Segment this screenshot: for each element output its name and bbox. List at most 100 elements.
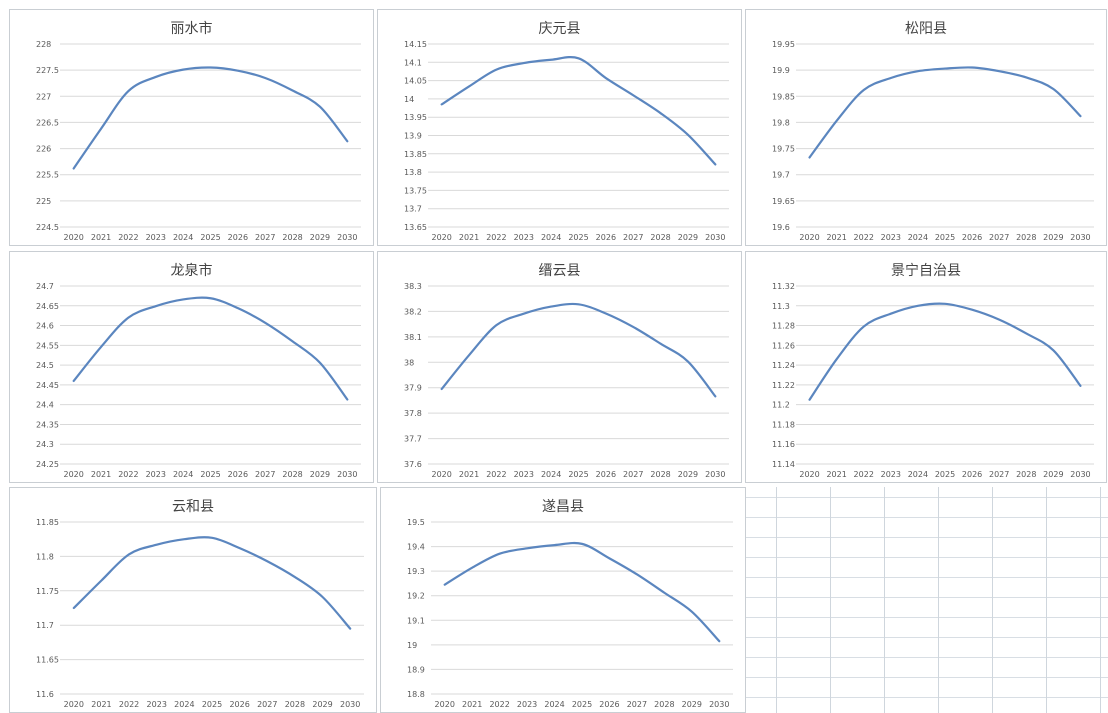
y-tick-label: 37.8 xyxy=(404,409,422,418)
line-chart: 24.25 24.3 24.35 24.4 24.45 24.5 24.55 24.6 24.6… xyxy=(36,282,361,479)
y-tick-label: 11.22 xyxy=(772,381,795,390)
y-tick-label: 11.65 xyxy=(36,656,59,665)
y-tick-label: 14.15 xyxy=(404,40,427,49)
y-tick-label: 11.7 xyxy=(36,621,54,630)
y-tick-label: 18.8 xyxy=(407,690,425,699)
x-tick-label: 2024 xyxy=(541,470,561,479)
x-tick-label: 2025 xyxy=(202,700,222,709)
y-tick-label: 13.9 xyxy=(404,132,422,141)
x-tick-label: 2030 xyxy=(337,233,357,242)
x-tick-label: 2025 xyxy=(568,233,588,242)
y-tick-label: 24.65 xyxy=(36,302,59,311)
series-line xyxy=(72,66,349,170)
y-tick-label: 11.16 xyxy=(772,440,795,449)
chart-panel-songyang[interactable]: 松阳县 19.6 19.65 19.7 19.75 19.8 19.85 19.9 19.95… xyxy=(745,9,1107,246)
chart-panel-jingning[interactable]: 景宁自治县 11.14 11.16 11.18 11.2 11.22 11.24 11.26… xyxy=(745,251,1107,483)
x-tick-label: 2026 xyxy=(596,233,616,242)
x-tick-label: 2022 xyxy=(486,470,506,479)
y-tick-label: 24.25 xyxy=(36,460,59,469)
chart-panel-suichang[interactable]: 遂昌县 18.8 18.9 19 19.1 19.2 19.3 19.4 19.5 2020 20… xyxy=(380,487,746,713)
y-tick-label: 13.75 xyxy=(404,186,427,195)
y-tick-label: 38.3 xyxy=(404,282,422,291)
chart-title: 松阳县 xyxy=(905,21,947,37)
x-tick-label: 2023 xyxy=(146,233,166,242)
y-tick-label: 24.3 xyxy=(36,440,54,449)
y-tick-label: 18.9 xyxy=(407,665,425,674)
x-tick-label: 2026 xyxy=(229,700,249,709)
series-line xyxy=(440,302,717,398)
x-tick-label: 2028 xyxy=(654,700,674,709)
y-tick-label: 227.5 xyxy=(36,66,59,75)
x-tick-label: 2028 xyxy=(1016,233,1036,242)
y-tick-label: 13.95 xyxy=(404,113,427,122)
x-tick-label: 2022 xyxy=(489,700,509,709)
series-line xyxy=(443,541,721,643)
x-tick-label: 2020 xyxy=(435,700,455,709)
x-tick-label: 2030 xyxy=(1070,470,1090,479)
x-tick-label: 2027 xyxy=(627,700,647,709)
y-tick-label: 19.8 xyxy=(772,118,790,127)
chart-title: 庆元县 xyxy=(538,21,581,37)
x-tick-label: 2030 xyxy=(1070,233,1090,242)
x-tick-label: 2028 xyxy=(282,470,302,479)
y-tick-label: 11.85 xyxy=(36,518,59,527)
y-tick-label: 14.1 xyxy=(404,58,422,67)
y-tick-label: 11.28 xyxy=(772,322,795,331)
y-tick-label: 38.1 xyxy=(404,333,422,342)
x-tick-label: 2027 xyxy=(623,233,643,242)
x-tick-label: 2026 xyxy=(599,700,619,709)
y-tick-label: 227 xyxy=(36,92,51,101)
line-chart: 37.6 37.7 37.8 37.9 38 38.1 38.2 38.3 2020 2021 20… xyxy=(404,282,729,479)
x-tick-label: 2029 xyxy=(310,233,330,242)
x-tick-label: 2025 xyxy=(200,233,220,242)
y-tick-label: 11.14 xyxy=(772,460,795,469)
x-tick-label: 2029 xyxy=(312,700,332,709)
chart-title: 遂昌县 xyxy=(542,499,584,515)
x-tick-label: 2026 xyxy=(596,470,616,479)
chart-panel-yunhe[interactable]: 云和县 11.6 11.65 11.7 11.75 11.8 11.85 2020 2021 2… xyxy=(9,487,377,713)
x-tick-label: 2023 xyxy=(881,470,901,479)
y-tick-label: 24.45 xyxy=(36,381,59,390)
y-tick-label: 19.1 xyxy=(407,616,425,625)
x-tick-label: 2025 xyxy=(568,470,588,479)
x-tick-label: 2022 xyxy=(854,233,874,242)
x-tick-label: 2024 xyxy=(541,233,561,242)
x-tick-label: 2021 xyxy=(826,233,846,242)
y-tick-label: 24.35 xyxy=(36,420,59,429)
x-tick-label: 2023 xyxy=(881,233,901,242)
y-tick-label: 19.7 xyxy=(772,171,790,180)
x-tick-label: 2027 xyxy=(255,470,275,479)
y-tick-label: 37.7 xyxy=(404,435,422,444)
x-tick-label: 2023 xyxy=(514,233,534,242)
y-tick-label: 224.5 xyxy=(36,223,59,232)
x-tick-label: 2022 xyxy=(118,470,138,479)
series-line xyxy=(72,296,349,401)
series-line xyxy=(808,66,1082,159)
x-tick-label: 2029 xyxy=(678,233,698,242)
x-tick-label: 2030 xyxy=(705,233,725,242)
chart-panel-longquan[interactable]: 龙泉市 24.25 24.3 24.35 24.4 24.45 24.5 24.55 24.6… xyxy=(9,251,374,483)
x-tick-label: 2024 xyxy=(173,470,193,479)
y-tick-label: 13.8 xyxy=(404,168,422,177)
chart-title: 云和县 xyxy=(172,499,214,515)
series-line xyxy=(808,302,1082,401)
series-line xyxy=(440,56,717,166)
y-tick-label: 225 xyxy=(36,197,51,206)
y-tick-label: 225.5 xyxy=(36,171,59,180)
x-tick-label: 2020 xyxy=(432,470,452,479)
chart-panel-jinyun[interactable]: 缙云县 37.6 37.7 37.8 37.9 38 38.1 38.2 38.3 2020 20… xyxy=(377,251,742,483)
x-tick-label: 2029 xyxy=(678,470,698,479)
x-tick-label: 2030 xyxy=(337,470,357,479)
x-tick-label: 2022 xyxy=(854,470,874,479)
y-tick-label: 11.75 xyxy=(36,587,59,596)
x-tick-label: 2025 xyxy=(572,700,592,709)
chart-panel-lishui[interactable]: 丽水市 224.5 225 225.5 226 226.5 227 227.5 228 2020… xyxy=(9,9,374,246)
chart-title: 丽水市 xyxy=(170,21,213,37)
x-tick-label: 2029 xyxy=(310,470,330,479)
spreadsheet-grid[interactable] xyxy=(746,487,1108,713)
y-tick-label: 19.85 xyxy=(772,92,795,101)
y-tick-label: 24.55 xyxy=(36,341,59,350)
x-tick-label: 2020 xyxy=(64,233,84,242)
chart-panel-qingyuan[interactable]: 庆元县 13.65 13.7 13.75 13.8 13.85 13.9 13.95 14 14… xyxy=(377,9,742,246)
x-tick-label: 2025 xyxy=(935,233,955,242)
